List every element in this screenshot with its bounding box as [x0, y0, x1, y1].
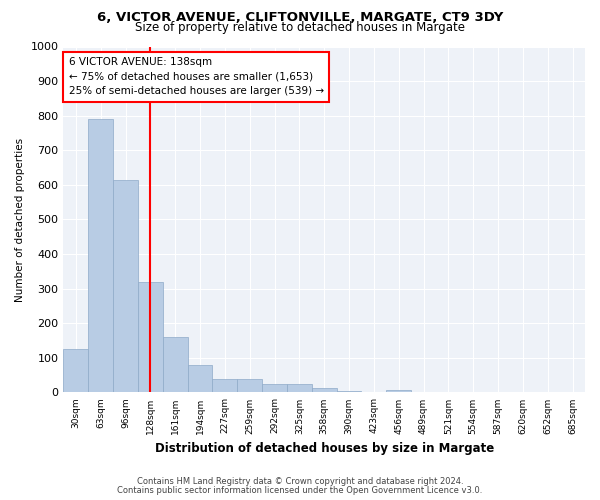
Bar — [337, 390, 361, 392]
Bar — [188, 365, 212, 392]
Text: Contains public sector information licensed under the Open Government Licence v3: Contains public sector information licen… — [118, 486, 482, 495]
Bar — [312, 388, 337, 392]
Y-axis label: Number of detached properties: Number of detached properties — [15, 138, 25, 302]
Bar — [138, 282, 163, 393]
Text: 6 VICTOR AVENUE: 138sqm
← 75% of detached houses are smaller (1,653)
25% of semi: 6 VICTOR AVENUE: 138sqm ← 75% of detache… — [68, 57, 324, 96]
Text: 6, VICTOR AVENUE, CLIFTONVILLE, MARGATE, CT9 3DY: 6, VICTOR AVENUE, CLIFTONVILLE, MARGATE,… — [97, 11, 503, 24]
Bar — [237, 380, 262, 392]
Text: Size of property relative to detached houses in Margate: Size of property relative to detached ho… — [135, 21, 465, 34]
Bar — [262, 384, 287, 392]
Bar — [113, 180, 138, 392]
Bar — [64, 349, 88, 393]
Bar — [88, 119, 113, 392]
Bar — [386, 390, 411, 392]
Bar — [163, 337, 188, 392]
Text: Contains HM Land Registry data © Crown copyright and database right 2024.: Contains HM Land Registry data © Crown c… — [137, 477, 463, 486]
X-axis label: Distribution of detached houses by size in Margate: Distribution of detached houses by size … — [155, 442, 494, 455]
Bar — [287, 384, 312, 392]
Bar — [212, 378, 237, 392]
